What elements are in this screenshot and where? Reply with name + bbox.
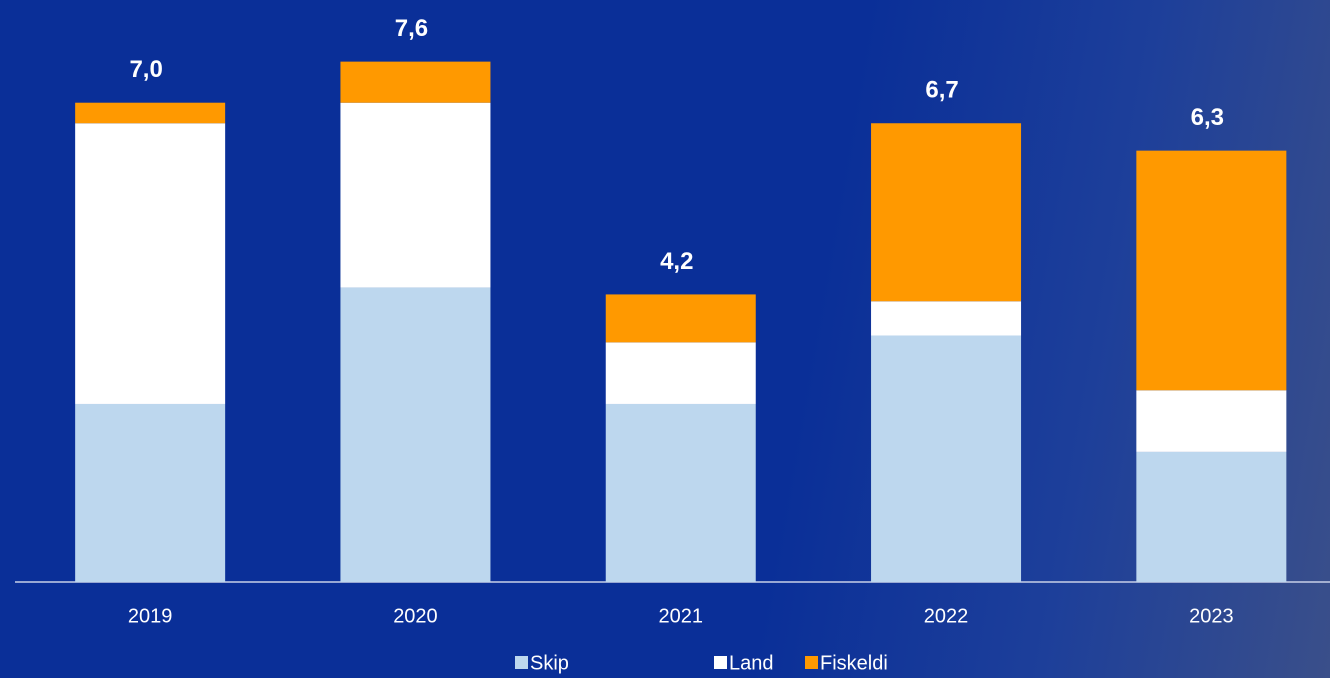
bar-segment xyxy=(75,403,226,582)
bar-segment xyxy=(1136,150,1287,391)
bar-segment xyxy=(75,102,226,124)
legend-swatch xyxy=(515,656,528,669)
total-label: 7,6 xyxy=(395,15,428,42)
x-tick-label: 2020 xyxy=(393,605,438,627)
x-tick-label: 2019 xyxy=(128,605,173,627)
x-tick-label: 2023 xyxy=(1189,605,1234,627)
bar-segment xyxy=(871,335,1022,582)
x-tick-label: 2022 xyxy=(924,605,969,627)
legend-swatch xyxy=(805,656,818,669)
total-label: 6,3 xyxy=(1191,104,1224,131)
bar-segment xyxy=(871,301,1022,336)
bar-segment xyxy=(605,403,756,582)
x-tick-label: 2021 xyxy=(659,605,704,627)
total-label: 7,0 xyxy=(129,56,162,83)
total-label: 4,2 xyxy=(660,248,693,275)
bar-segment xyxy=(340,102,491,288)
legend-swatch xyxy=(714,656,727,669)
bar-segment xyxy=(1136,451,1287,582)
bar-segment xyxy=(871,123,1022,302)
bar-segment xyxy=(1136,390,1287,452)
bar-segment xyxy=(605,342,756,404)
bar-segment xyxy=(75,123,226,404)
bar-segment xyxy=(340,61,491,103)
legend-label: Skip xyxy=(530,652,569,674)
legend-label: Land xyxy=(729,652,774,674)
bar-segment xyxy=(605,294,756,343)
bar-segment xyxy=(340,287,491,582)
legend-label: Fiskeldi xyxy=(820,652,888,674)
total-label: 6,7 xyxy=(925,77,958,104)
